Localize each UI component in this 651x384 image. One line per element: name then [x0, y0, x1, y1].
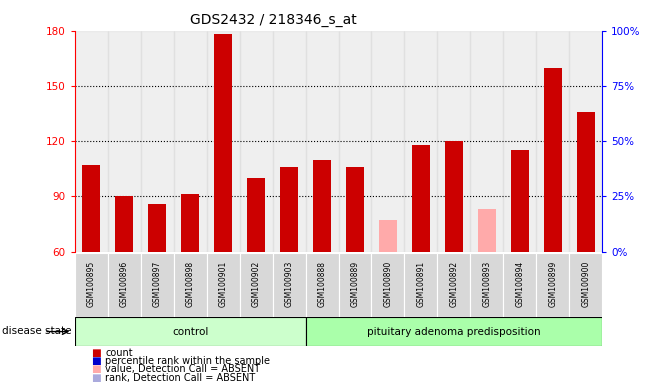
Text: GSM100898: GSM100898	[186, 261, 195, 307]
Text: disease state: disease state	[2, 326, 72, 336]
Bar	[305, 253, 339, 317]
Bar	[478, 209, 496, 252]
Text: GSM100894: GSM100894	[516, 261, 524, 307]
Bar	[346, 167, 364, 252]
Text: GSM100900: GSM100900	[581, 261, 590, 307]
Bar	[437, 253, 471, 317]
Text: GDS2432 / 218346_s_at: GDS2432 / 218346_s_at	[190, 13, 357, 27]
Bar	[273, 253, 305, 317]
Bar	[470, 31, 503, 252]
Text: control: control	[172, 326, 208, 337]
Text: GSM100890: GSM100890	[383, 261, 393, 307]
Bar	[108, 253, 141, 317]
Bar	[280, 167, 298, 252]
Text: GSM100896: GSM100896	[120, 261, 129, 307]
Text: ■: ■	[91, 364, 101, 374]
Bar	[247, 178, 265, 252]
Bar	[470, 253, 503, 317]
Bar	[174, 31, 207, 252]
Text: GSM100901: GSM100901	[219, 261, 228, 307]
Bar	[148, 204, 166, 252]
Bar	[207, 31, 240, 252]
Bar	[75, 317, 305, 346]
Bar	[207, 253, 240, 317]
Bar	[115, 196, 133, 252]
Text: rank, Detection Call = ABSENT: rank, Detection Call = ABSENT	[105, 373, 256, 383]
Bar	[174, 253, 207, 317]
Bar	[372, 31, 404, 252]
Bar	[577, 112, 595, 252]
Bar	[569, 31, 602, 252]
Bar	[240, 31, 273, 252]
Bar	[536, 253, 569, 317]
Bar	[75, 253, 108, 317]
Text: ■: ■	[91, 348, 101, 358]
Bar	[503, 31, 536, 252]
Bar	[404, 253, 437, 317]
Text: GSM100888: GSM100888	[318, 261, 327, 307]
Text: GSM100892: GSM100892	[449, 261, 458, 307]
Text: GSM100902: GSM100902	[252, 261, 260, 307]
Text: pituitary adenoma predisposition: pituitary adenoma predisposition	[367, 326, 541, 337]
Text: ■: ■	[91, 373, 101, 383]
Bar	[412, 145, 430, 252]
Bar	[536, 31, 569, 252]
Bar	[108, 31, 141, 252]
Bar	[273, 31, 305, 252]
Bar	[240, 253, 273, 317]
Text: ■: ■	[91, 356, 101, 366]
Bar	[339, 253, 372, 317]
Bar	[181, 194, 199, 252]
Text: GSM100891: GSM100891	[417, 261, 425, 307]
Text: GSM100895: GSM100895	[87, 261, 96, 307]
Text: GSM100899: GSM100899	[548, 261, 557, 307]
Text: GSM100893: GSM100893	[482, 261, 492, 307]
Bar	[511, 150, 529, 252]
Text: GSM100903: GSM100903	[284, 261, 294, 307]
Bar	[379, 220, 397, 252]
Bar	[437, 31, 471, 252]
Bar	[141, 253, 174, 317]
Text: value, Detection Call = ABSENT: value, Detection Call = ABSENT	[105, 364, 260, 374]
Text: percentile rank within the sample: percentile rank within the sample	[105, 356, 270, 366]
Bar	[75, 31, 108, 252]
Bar	[313, 159, 331, 252]
Bar	[372, 253, 404, 317]
Bar	[339, 31, 372, 252]
Bar	[404, 31, 437, 252]
Text: GSM100897: GSM100897	[153, 261, 161, 307]
Bar	[503, 253, 536, 317]
Text: count: count	[105, 348, 133, 358]
Bar	[445, 141, 463, 252]
Text: GSM100889: GSM100889	[350, 261, 359, 307]
Bar	[305, 31, 339, 252]
Bar	[141, 31, 174, 252]
Bar	[214, 35, 232, 252]
Bar	[544, 68, 562, 252]
Bar	[569, 253, 602, 317]
Bar	[82, 165, 100, 252]
Bar	[305, 317, 602, 346]
